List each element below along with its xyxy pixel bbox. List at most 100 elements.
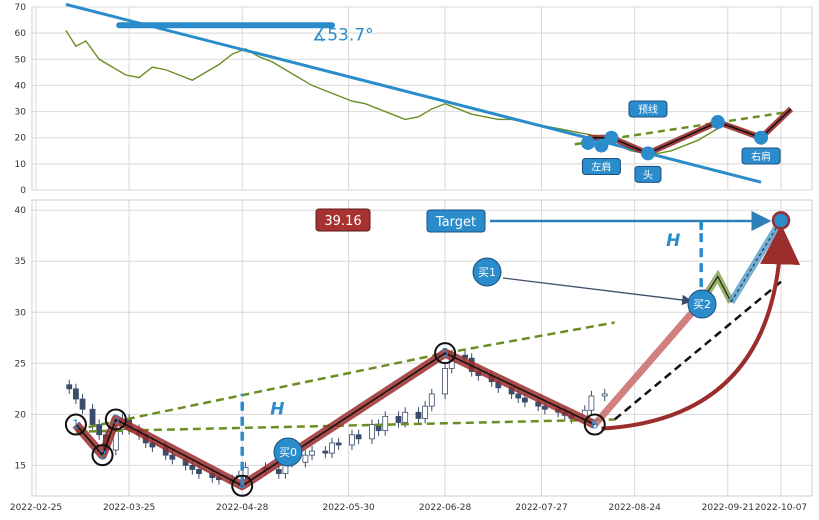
- pattern-label: 预线: [638, 103, 658, 116]
- label-box: [581, 157, 621, 175]
- candle-body: [89, 408, 96, 425]
- bottom-ytick-label: 30: [15, 308, 27, 318]
- wave-point-label: 6: [591, 418, 599, 432]
- projection-rise: [592, 299, 704, 427]
- candle-body: [442, 368, 448, 395]
- wave-point-circle: [434, 342, 457, 365]
- buy-marker: [273, 437, 303, 467]
- x-tick-label: 2022-09-21: [702, 503, 754, 513]
- target-label-box: [426, 209, 486, 233]
- pattern-dot: [710, 115, 725, 130]
- wave-point-label: 1: [72, 418, 80, 432]
- pattern-dot: [754, 130, 769, 145]
- candle-body: [395, 415, 402, 423]
- wave-neckline-ext: [444, 321, 615, 355]
- candle-body: [335, 442, 342, 446]
- bottom-neckline-green: [75, 418, 615, 433]
- candle-body: [355, 434, 362, 440]
- candle-body: [79, 398, 86, 410]
- top-ytick-label: 10: [15, 160, 27, 170]
- wave-path-inner: [75, 352, 596, 487]
- candle-body: [196, 469, 202, 474]
- wave-point-circle: [583, 413, 606, 436]
- candle-body: [588, 395, 595, 411]
- value-badge: [315, 208, 371, 232]
- top-ytick-label: 40: [15, 81, 27, 91]
- buy-marker: [472, 257, 502, 287]
- candle-body: [382, 415, 389, 432]
- candle-body: [66, 384, 73, 390]
- label-box: [741, 147, 781, 165]
- top-ytick-label: 60: [15, 29, 27, 39]
- value-badge-text: 39.16: [324, 214, 361, 229]
- buy-label: 买1: [478, 266, 496, 279]
- buy-label: 买0: [279, 446, 297, 459]
- label-box: [628, 100, 668, 118]
- candle-body: [541, 405, 548, 410]
- wave-point-circle: [91, 444, 114, 467]
- top-ytick-label: 20: [15, 134, 27, 144]
- candle-body: [73, 388, 79, 400]
- wave-point-label: 4: [238, 479, 246, 493]
- target-label-text: Target: [435, 215, 476, 230]
- x-tick-label: 2022-02-25: [10, 503, 62, 513]
- target-point: [771, 211, 791, 230]
- wave-point-circle: [104, 408, 127, 431]
- candle-body: [415, 411, 422, 419]
- candle-body: [275, 469, 282, 474]
- candle-body: [169, 454, 176, 460]
- x-tick-label: 2022-10-07: [755, 503, 807, 513]
- bottom-ytick-label: 25: [15, 359, 26, 369]
- candle-body: [601, 393, 608, 397]
- candle-body: [349, 434, 355, 446]
- pattern-label: 左肩: [591, 160, 611, 173]
- pattern-label: 右肩: [751, 150, 771, 163]
- candle-body: [428, 393, 435, 407]
- wave-point-label: 2: [99, 448, 107, 462]
- candle-body: [329, 442, 335, 454]
- candle-body: [96, 424, 103, 436]
- wave-point-circle: [231, 474, 254, 497]
- bottom-neckline-black: [613, 280, 782, 421]
- buy1-pointer: [502, 277, 693, 306]
- wave-neckline: [75, 351, 446, 431]
- x-tick-label: 2022-06-28: [419, 503, 472, 513]
- angle-label: ∡53.7°: [312, 25, 374, 45]
- candle-body: [322, 450, 329, 454]
- x-tick-label: 2022-07-27: [515, 503, 567, 513]
- bottom-ytick-label: 20: [15, 410, 27, 420]
- candle-body: [369, 424, 375, 440]
- pattern-dot: [604, 130, 619, 145]
- pattern-dot: [640, 146, 655, 161]
- candle-body: [309, 450, 315, 456]
- x-tick-label: 2022-03-25: [103, 503, 155, 513]
- top-ytick-label: 0: [20, 186, 26, 196]
- top-frame: [31, 6, 813, 191]
- wave-point-label: 3: [112, 412, 120, 426]
- candle-body: [302, 454, 309, 463]
- candle-body: [522, 397, 528, 403]
- pattern-dot: [581, 135, 596, 150]
- bottom-ytick-label: 35: [15, 257, 26, 267]
- label-box: [634, 165, 662, 183]
- candle-body: [515, 393, 522, 399]
- height-mark-label: H: [270, 399, 284, 419]
- candle-body: [189, 464, 196, 470]
- bottom-frame: [31, 199, 813, 497]
- wave-point-label: 5: [441, 346, 449, 360]
- pattern-dot: [594, 138, 609, 153]
- target-curve-arrow: [601, 224, 801, 431]
- height-mark-label: H: [666, 231, 680, 251]
- top-ytick-label: 30: [15, 108, 27, 118]
- bottom-ytick-label: 15: [15, 461, 26, 471]
- top-ytick-label: 70: [15, 3, 27, 13]
- x-tick-label: 2022-04-28: [216, 503, 269, 513]
- x-tick-label: 2022-08-24: [609, 503, 662, 513]
- candle-body: [422, 405, 429, 419]
- bottom-ytick-label: 40: [15, 206, 27, 216]
- buy-label: 买2: [693, 298, 711, 311]
